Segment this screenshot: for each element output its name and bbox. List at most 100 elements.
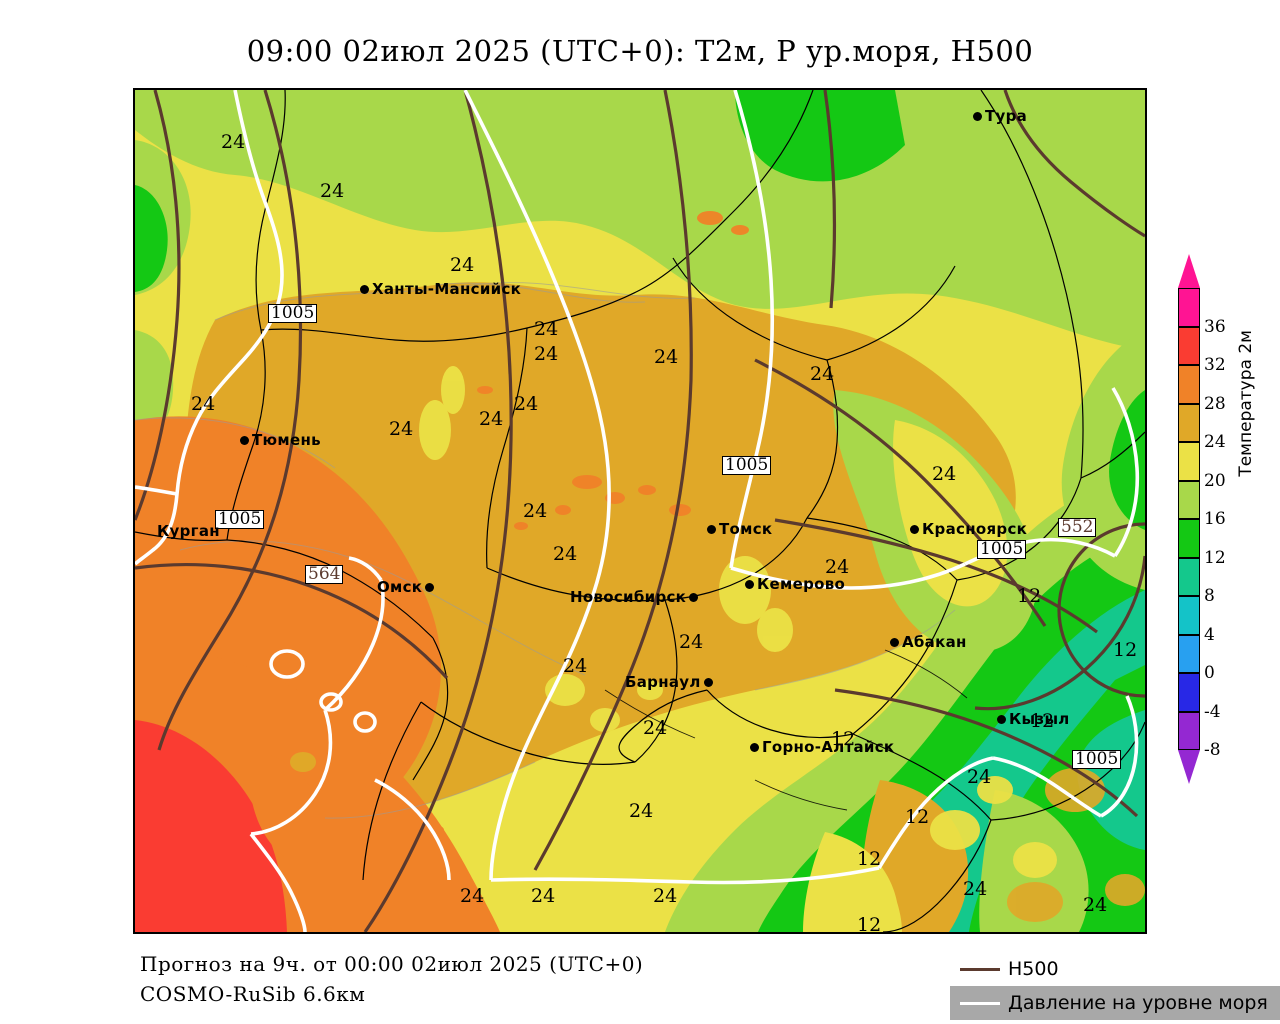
city-dot-icon [997, 714, 1006, 724]
contour-label: 12 [1113, 639, 1138, 661]
city-label: Новосибирск [570, 588, 687, 606]
contour-label: 24 [629, 800, 654, 822]
city-marker: Тура [973, 107, 1027, 125]
contour-label: 24 [553, 543, 578, 565]
colorbar-under-arrow-icon [1178, 750, 1200, 784]
city-dot-icon [425, 582, 435, 592]
city-dot-icon [890, 637, 899, 647]
city-label: Кызыл [1009, 710, 1070, 728]
city-dot-icon [745, 579, 754, 589]
city-dot-icon [750, 742, 759, 752]
city-marker: Ханты-Мансийск [360, 280, 521, 298]
city-label: Тюмень [252, 431, 321, 449]
colorbar-tick: 32 [1204, 355, 1226, 375]
pressure-isobars [135, 90, 1140, 932]
colorbar-tick: -4 [1204, 701, 1221, 722]
city-marker: Омск [377, 578, 435, 596]
isobar-label: 1005 [722, 456, 772, 475]
administrative-boundaries [135, 90, 1145, 932]
contour-label: 24 [534, 343, 559, 365]
colorbar-tick: -8 [1204, 740, 1221, 760]
contour-label: 24 [967, 766, 992, 788]
city-label: Горно-Алтайск [762, 738, 895, 756]
contour-label: 24 [653, 885, 678, 907]
colorbar-tick: 28 [1204, 393, 1226, 414]
city-marker: Томск [707, 520, 772, 538]
pressure-line-swatch [960, 1001, 1000, 1005]
contour-label: 24 [389, 418, 414, 440]
colorbar-tick: 12 [1204, 547, 1226, 568]
colorbar-tick: 36 [1204, 316, 1226, 337]
city-dot-icon [689, 592, 699, 602]
colorbar-segment [1178, 288, 1200, 327]
isobar-label: 1005 [1072, 750, 1122, 769]
colorbar-title: Температура 2м [1236, 330, 1256, 477]
contour-label: 24 [460, 885, 485, 907]
contour-label: 24 [523, 500, 548, 522]
city-label: Тура [985, 107, 1028, 125]
contour-label: 24 [679, 631, 704, 653]
colorbar-tick: 24 [1204, 432, 1226, 452]
contour-label: 24 [450, 254, 475, 276]
legend-label-h500: H500 [1008, 958, 1059, 980]
colorbar-segment [1178, 326, 1200, 365]
contour-label: 24 [563, 655, 588, 677]
h500-label: 552 [1058, 518, 1097, 537]
colorbar-segment [1178, 596, 1200, 635]
colorbar-tick: 8 [1204, 586, 1215, 606]
city-label: Омск [377, 578, 423, 596]
colorbar-segment [1178, 480, 1200, 519]
city-dot-icon [973, 111, 982, 121]
page-title: 09:00 02июл 2025 (UTC+0): T2м, P ур.моря… [246, 34, 1034, 68]
colorbar-segment [1178, 519, 1200, 558]
weather-map[interactable]: 24 24 24 24 24 24 24 24 24 24 24 24 24 24 24 24 24 24 12 12… [133, 88, 1147, 934]
colorbar-tick-labels: 36 32 28 24 20 16 12 8 4 0 -4 -8 [1204, 288, 1264, 761]
city-dot-icon [703, 677, 713, 687]
colorbar-tick: 0 [1204, 663, 1215, 683]
contour-label: 12 [1017, 585, 1042, 607]
city-marker: Кемерово [745, 575, 845, 593]
forecast-line: Прогноз на 9ч. от 00:00 02июл 2025 (UTC+… [140, 952, 644, 976]
h500-line-swatch [960, 967, 1000, 971]
city-label: Красноярск [922, 520, 1028, 538]
city-marker: Красноярск [910, 520, 1027, 538]
city-dot-icon [910, 524, 919, 534]
city-label: Курган [157, 522, 220, 540]
city-marker: Горно-Алтайск [750, 738, 894, 756]
city-label: Кемерово [757, 575, 846, 593]
contour-label: 24 [320, 180, 345, 202]
colorbar-segment [1178, 711, 1200, 750]
contour-label: 24 [531, 885, 556, 907]
colorbar-over-arrow-icon [1178, 254, 1200, 288]
contour-label: 24 [654, 346, 679, 368]
city-label: Абакан [902, 633, 967, 651]
colorbar-tick: 16 [1204, 509, 1226, 529]
city-label: Ханты-Мансийск [372, 280, 522, 298]
isobar-label: 1005 [215, 510, 265, 529]
footer-text: Прогноз на 9ч. от 00:00 02июл 2025 (UTC+… [140, 952, 643, 1012]
h500-contours [135, 90, 1145, 932]
isobar-label: 1005 [268, 304, 318, 323]
temperature-colorbar[interactable] [1178, 254, 1200, 784]
city-marker: Новосибирск [570, 588, 699, 606]
city-dot-icon [240, 435, 249, 445]
contour-label: 12 [1030, 710, 1055, 732]
map-legend: H500 Давление на уровне моря [950, 952, 1280, 1020]
city-marker: Барнаул [625, 673, 713, 691]
model-line: COSMO-RuSib 6.6км [140, 982, 366, 1006]
contour-label: 12 [857, 914, 882, 933]
colorbar-segment [1178, 442, 1200, 481]
colorbar-tick: 20 [1204, 470, 1226, 491]
contour-label: 24 [643, 717, 668, 739]
city-marker: Курган [157, 522, 220, 540]
contour-label: 24 [191, 393, 216, 415]
colorbar-segment [1178, 673, 1200, 712]
city-dot-icon [707, 524, 716, 534]
h500-label: 564 [305, 565, 344, 584]
colorbar-segment [1178, 557, 1200, 596]
contour-label: 24 [810, 363, 835, 385]
city-marker: Абакан [890, 633, 967, 651]
isobar-label: 1005 [977, 540, 1027, 559]
colorbar-segment [1178, 365, 1200, 404]
map-canvas: 24 24 24 24 24 24 24 24 24 24 24 24 24 24 24 24 24 24 12 12… [135, 90, 1145, 932]
